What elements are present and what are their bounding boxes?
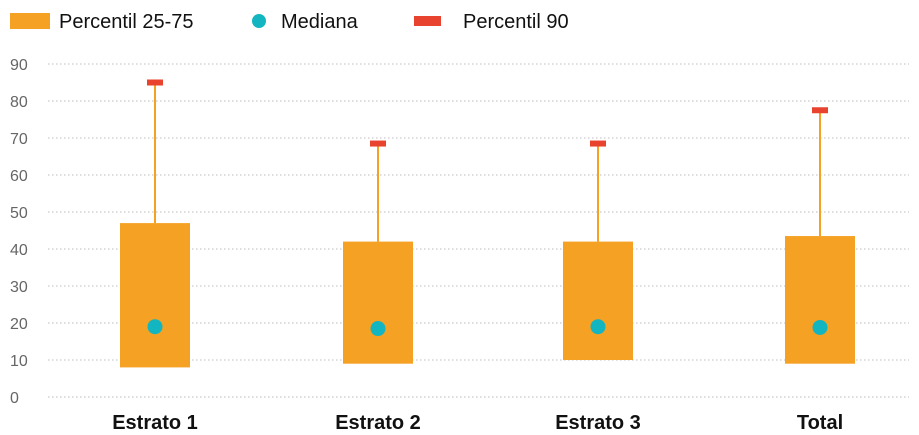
percentile-box [120, 223, 190, 368]
percentile-box [785, 236, 855, 364]
gridlines [48, 63, 909, 398]
plot-marks [120, 79, 855, 368]
legend-label-p90: Percentil 90 [463, 11, 569, 33]
percentile-box [563, 241, 633, 360]
x-axis-labels: Estrato 1 Estrato 2 Estrato 3 Total [112, 412, 843, 434]
percentile-box [343, 241, 413, 364]
y-tick-label: 90 [10, 57, 28, 74]
category-group-4 [785, 107, 855, 364]
category-group-3 [563, 140, 633, 360]
y-tick-label: 0 [10, 390, 19, 407]
y-tick-label: 30 [10, 279, 28, 296]
legend-label-p2575: Percentil 25-75 [59, 11, 194, 33]
p90-marker [370, 140, 386, 147]
y-tick-label: 20 [10, 316, 28, 333]
legend-swatch-median [252, 14, 266, 28]
x-category-label: Estrato 1 [112, 412, 198, 434]
y-axis-ticks: 0 10 20 30 40 50 60 70 80 90 [10, 57, 28, 407]
median-marker [370, 321, 386, 337]
category-group-1 [120, 79, 190, 368]
p90-marker [147, 79, 163, 86]
x-category-label: Estrato 2 [335, 412, 421, 434]
y-tick-label: 10 [10, 353, 28, 370]
x-category-label: Total [797, 412, 843, 434]
median-marker [147, 319, 163, 335]
median-marker [590, 319, 606, 335]
legend-swatch-p90 [414, 16, 441, 26]
y-tick-label: 50 [10, 205, 28, 222]
y-tick-label: 60 [10, 168, 28, 185]
median-marker [812, 319, 828, 335]
legend-label-median: Mediana [281, 11, 359, 33]
y-tick-label: 40 [10, 242, 28, 259]
p90-marker [590, 140, 606, 147]
category-group-2 [343, 140, 413, 364]
y-tick-label: 70 [10, 131, 28, 148]
p90-marker [812, 107, 828, 114]
legend: Percentil 25-75 Mediana Percentil 90 [10, 11, 569, 33]
x-category-label: Estrato 3 [555, 412, 641, 434]
legend-swatch-p2575 [10, 13, 50, 29]
y-tick-label: 80 [10, 94, 28, 111]
